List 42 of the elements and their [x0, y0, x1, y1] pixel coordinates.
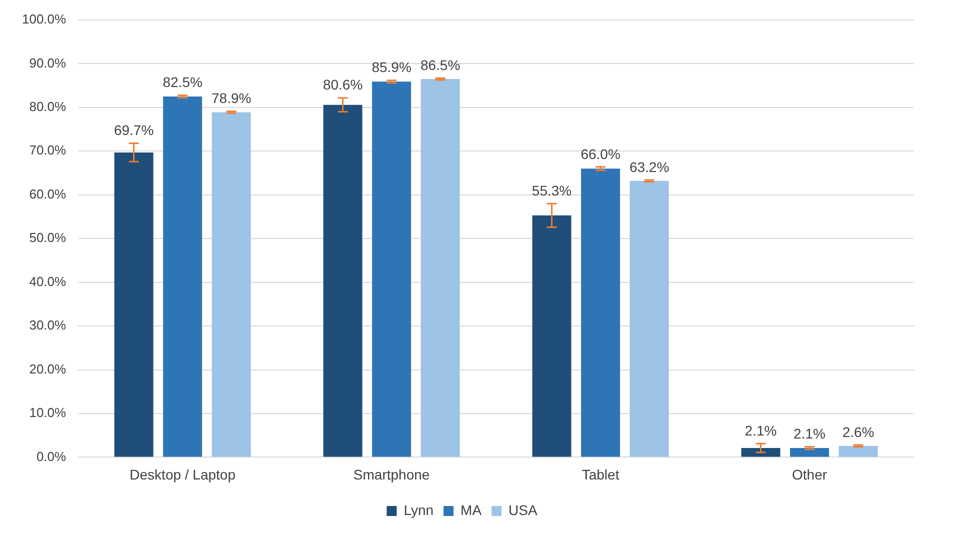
data-label: 2.1% — [794, 426, 826, 442]
data-label: 63.2% — [629, 158, 670, 175]
y-tick-label: 40.0% — [29, 274, 67, 289]
bar — [114, 152, 154, 457]
bar — [838, 446, 878, 457]
y-tick-label: 10.0% — [29, 405, 67, 420]
bar — [741, 448, 780, 457]
data-label: 2.1% — [744, 422, 777, 439]
legend-label: USA — [508, 502, 538, 518]
x-tick-label: Tablet — [582, 466, 620, 482]
y-tick-label: 90.0% — [29, 55, 67, 70]
x-tick-label: Desktop / Laptop — [130, 466, 236, 482]
y-tick-label: 60.0% — [29, 186, 67, 202]
legend-label: Lynn — [404, 502, 434, 518]
bar — [163, 96, 202, 457]
bar — [212, 112, 251, 457]
y-tick-label: 50.0% — [29, 230, 67, 246]
y-tick-label: 20.0% — [29, 361, 67, 376]
bar — [630, 180, 669, 457]
x-tick-label: Other — [792, 466, 828, 482]
bar — [532, 215, 572, 457]
bar — [581, 168, 620, 457]
y-tick-label: 30.0% — [29, 318, 67, 333]
y-tick-label: 70.0% — [29, 142, 67, 158]
bar — [790, 448, 830, 457]
data-label: 82.5% — [162, 74, 202, 90]
legend-label: MA — [460, 502, 482, 518]
data-label: 2.6% — [842, 424, 874, 440]
bar — [323, 104, 362, 457]
data-label: 55.3% — [532, 182, 572, 198]
data-label: 80.6% — [322, 76, 363, 93]
x-tick-label: Smartphone — [353, 466, 430, 482]
data-label: 69.7% — [114, 122, 154, 138]
y-tick-label: 100.0% — [22, 12, 67, 27]
y-tick-label: 80.0% — [29, 99, 67, 114]
data-label: 78.9% — [211, 90, 252, 106]
bar — [420, 79, 460, 457]
data-label: 66.0% — [580, 146, 620, 162]
y-tick-label: 0.0% — [36, 448, 67, 464]
bar — [372, 82, 412, 457]
data-label: 86.5% — [420, 57, 460, 74]
data-label: 85.9% — [372, 59, 412, 76]
